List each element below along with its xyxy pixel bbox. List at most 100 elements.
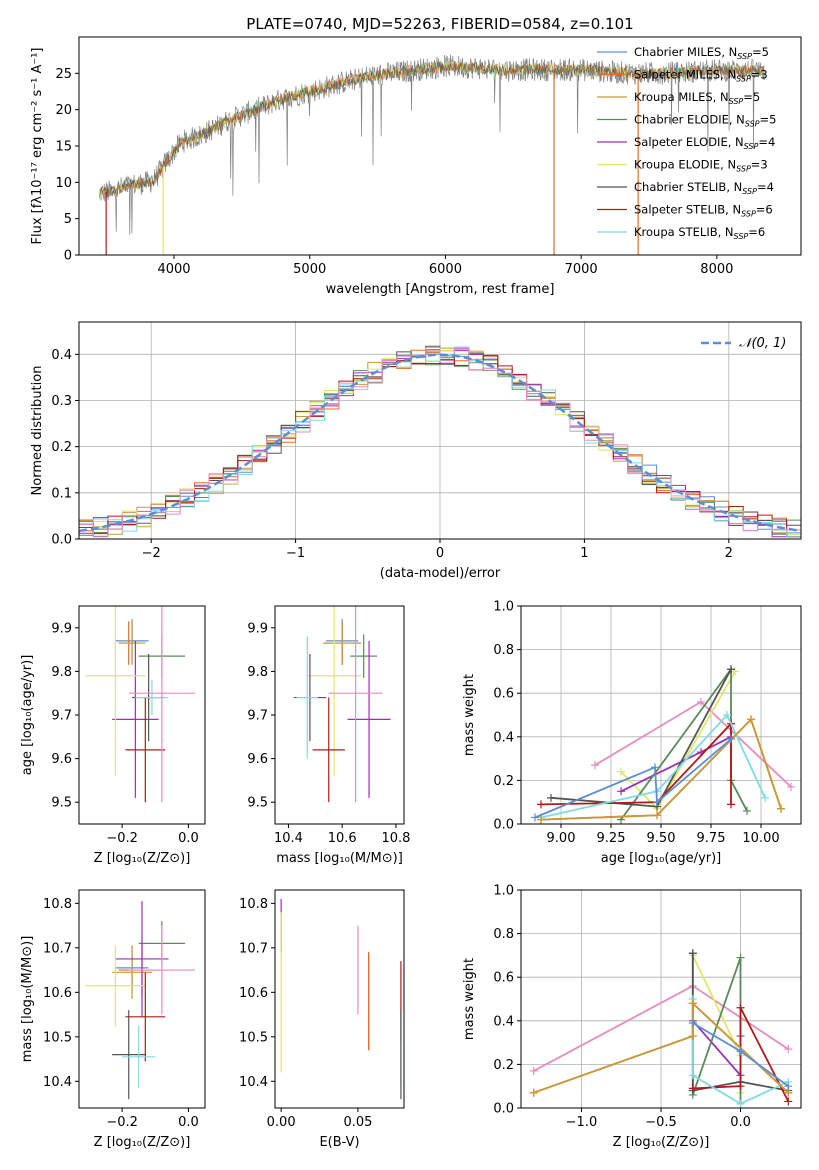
histogram-pink — [79, 346, 801, 538]
y-tick-label: 15 — [55, 140, 72, 155]
legend-entry: Salpeter STELIB, NSSP=6 — [634, 203, 773, 219]
weight-series-kroupa_miles — [537, 715, 785, 824]
x-tick-label: 0.0 — [730, 1115, 751, 1130]
y-axis-label: age [log₁₀(age/yr)] — [20, 655, 35, 776]
y-tick-label: 5 — [64, 212, 72, 227]
age_vs_Z-frame: −0.2 0.0 9.5 9.6 9.7 9.8 9.9 Z [log₁₀(Z/Z⊙)] age… — [20, 605, 206, 866]
y-tick-label: 10.8 — [43, 897, 72, 912]
age_vs_mass-frame: 10.4 10.6 10.8 9.5 9.6 9.7 9.8 9.9 mass [log₁₀(M… — [247, 605, 410, 866]
y-axis-label: mass weight — [462, 674, 477, 756]
y-tick-label: 10.7 — [239, 941, 268, 956]
x-tick-label: 8000 — [700, 262, 733, 277]
figure-title: PLATE=0740, MJD=52263, FIBERID=0584, z=0… — [246, 15, 633, 33]
legend-entry: Kroupa STELIB, NSSP=6 — [634, 225, 765, 241]
error-bar-point-salpeter_elodie — [112, 640, 159, 798]
y-tick-label: 10.7 — [43, 941, 72, 956]
x-tick-label: 1 — [580, 546, 588, 561]
y-axis-label: Normed distribution — [30, 366, 45, 496]
plus-marker — [688, 1084, 697, 1093]
plus-marker — [697, 697, 705, 706]
y-tick-label: 9.5 — [51, 796, 72, 811]
error-bar-point-kroupa_elodie — [307, 606, 361, 777]
error-bar-point-kroupa_stelib — [296, 636, 318, 759]
age_vs_Z-plot-area — [85, 606, 196, 803]
legend-entry: Salpeter MILES, NSSP=3 — [634, 68, 768, 84]
plus-marker — [529, 1066, 538, 1075]
plus-marker — [653, 811, 661, 820]
x-tick-label: 0.00 — [267, 1115, 296, 1130]
y-tick-label: 10.5 — [239, 1030, 268, 1045]
weight-series-chabrier_stelib — [547, 665, 735, 811]
y-tick-label: 10.4 — [43, 1075, 72, 1090]
weight-series-chabrier_miles — [688, 1018, 793, 1091]
x-tick-label: 5000 — [293, 262, 326, 277]
mass_weight_vs_Z-frame: −1.0 −0.5 0.0 0.0 0.2 0.4 0.6 0.8 1.0 Z [log₁₀(Z/… — [462, 884, 802, 1150]
plus-marker — [537, 800, 545, 809]
error-bar-point-kroupa_elodie — [85, 606, 146, 777]
plot-frame — [78, 605, 206, 825]
error-bar-point-salpeter_stelib — [125, 972, 166, 1062]
plus-marker — [688, 949, 697, 958]
error-bar-point-chabrier_stelib — [112, 1010, 146, 1100]
mass_weight_vs_Z-plot-area — [529, 949, 793, 1108]
y-tick-label: 10.4 — [239, 1075, 268, 1090]
y-tick-label: 9.8 — [247, 665, 268, 680]
x-tick-label: 0 — [436, 546, 444, 561]
x-tick-label: −1 — [286, 546, 305, 561]
age_vs_mass-plot-area — [293, 606, 391, 803]
error-bar-point-salpeter_elodie — [347, 640, 391, 798]
y-tick-label: 0.6 — [493, 687, 514, 702]
mass_weight_vs_age-frame: 9.00 9.25 9.50 9.75 10.00 0.0 0.2 0.4 0.6 0.8 1.0 a… — [462, 600, 802, 866]
plus-marker — [736, 1047, 745, 1056]
x-tick-label: 10.4 — [274, 831, 303, 846]
y-tick-label: 0.0 — [51, 533, 72, 548]
plus-marker — [688, 999, 697, 1008]
plot-frame — [274, 605, 405, 825]
x-tick-label: 4000 — [157, 262, 190, 277]
plus-marker — [529, 1088, 538, 1097]
x-tick-label: −0.2 — [106, 1115, 138, 1130]
y-tick-label: 9.6 — [51, 752, 72, 767]
x-tick-label: 6000 — [429, 262, 462, 277]
x-axis-label: Z [log₁₀(Z/Z⊙)] — [613, 1135, 710, 1150]
y-tick-label: 10.5 — [43, 1030, 72, 1045]
plus-marker — [547, 793, 555, 802]
y-tick-label: 9.5 — [247, 796, 268, 811]
x-tick-label: 10.00 — [742, 831, 779, 846]
mass_vs_ebv-plot-area — [280, 898, 402, 1100]
spectrum-frame: 4000 5000 6000 7000 8000 0 5 10 15 20 25 wavelength… — [30, 36, 802, 297]
x-axis-label: E(B-V) — [319, 1135, 359, 1150]
y-axis-label: mass [log₁₀(M/M⊙)] — [20, 936, 35, 1063]
x-tick-label: 0.0 — [178, 831, 199, 846]
y-tick-label: 10.6 — [43, 986, 72, 1001]
plus-marker — [777, 804, 785, 813]
weight-line — [540, 721, 732, 806]
y-tick-label: 9.9 — [247, 621, 268, 636]
x-tick-label: 0.0 — [178, 1115, 199, 1130]
y-tick-label: 10.8 — [239, 897, 268, 912]
y-tick-label: 0.4 — [493, 730, 514, 745]
plus-marker — [761, 793, 769, 802]
x-tick-label: 10.6 — [328, 831, 357, 846]
weight-series-chabrier_elodie — [688, 949, 745, 1108]
x-tick-label: −0.5 — [645, 1115, 677, 1130]
y-tick-label: 0.8 — [493, 927, 514, 942]
weight-series-chabrier_miles — [531, 734, 735, 822]
x-axis-label: Z [log₁₀(Z/Z⊙)] — [94, 1135, 191, 1150]
plus-marker — [688, 1018, 697, 1027]
y-axis-label: mass weight — [462, 958, 477, 1040]
gaussian-reference-line — [79, 353, 801, 533]
y-tick-label: 0.4 — [51, 348, 72, 363]
x-tick-label: 7000 — [565, 262, 598, 277]
error-bar-point-kroupa_miles — [326, 621, 359, 665]
x-tick-label: 2 — [725, 546, 733, 561]
legend-entry: Chabrier STELIB, NSSP=4 — [634, 180, 774, 196]
plus-marker — [531, 813, 539, 822]
error-bar-point-chabrier_elodie — [350, 634, 378, 678]
error-bar-point-pink — [328, 606, 383, 803]
x-axis-label: mass [log₁₀(M/M⊙)] — [276, 851, 403, 866]
plus-marker — [591, 761, 599, 770]
plus-marker — [736, 1082, 745, 1091]
plus-marker — [736, 953, 745, 962]
